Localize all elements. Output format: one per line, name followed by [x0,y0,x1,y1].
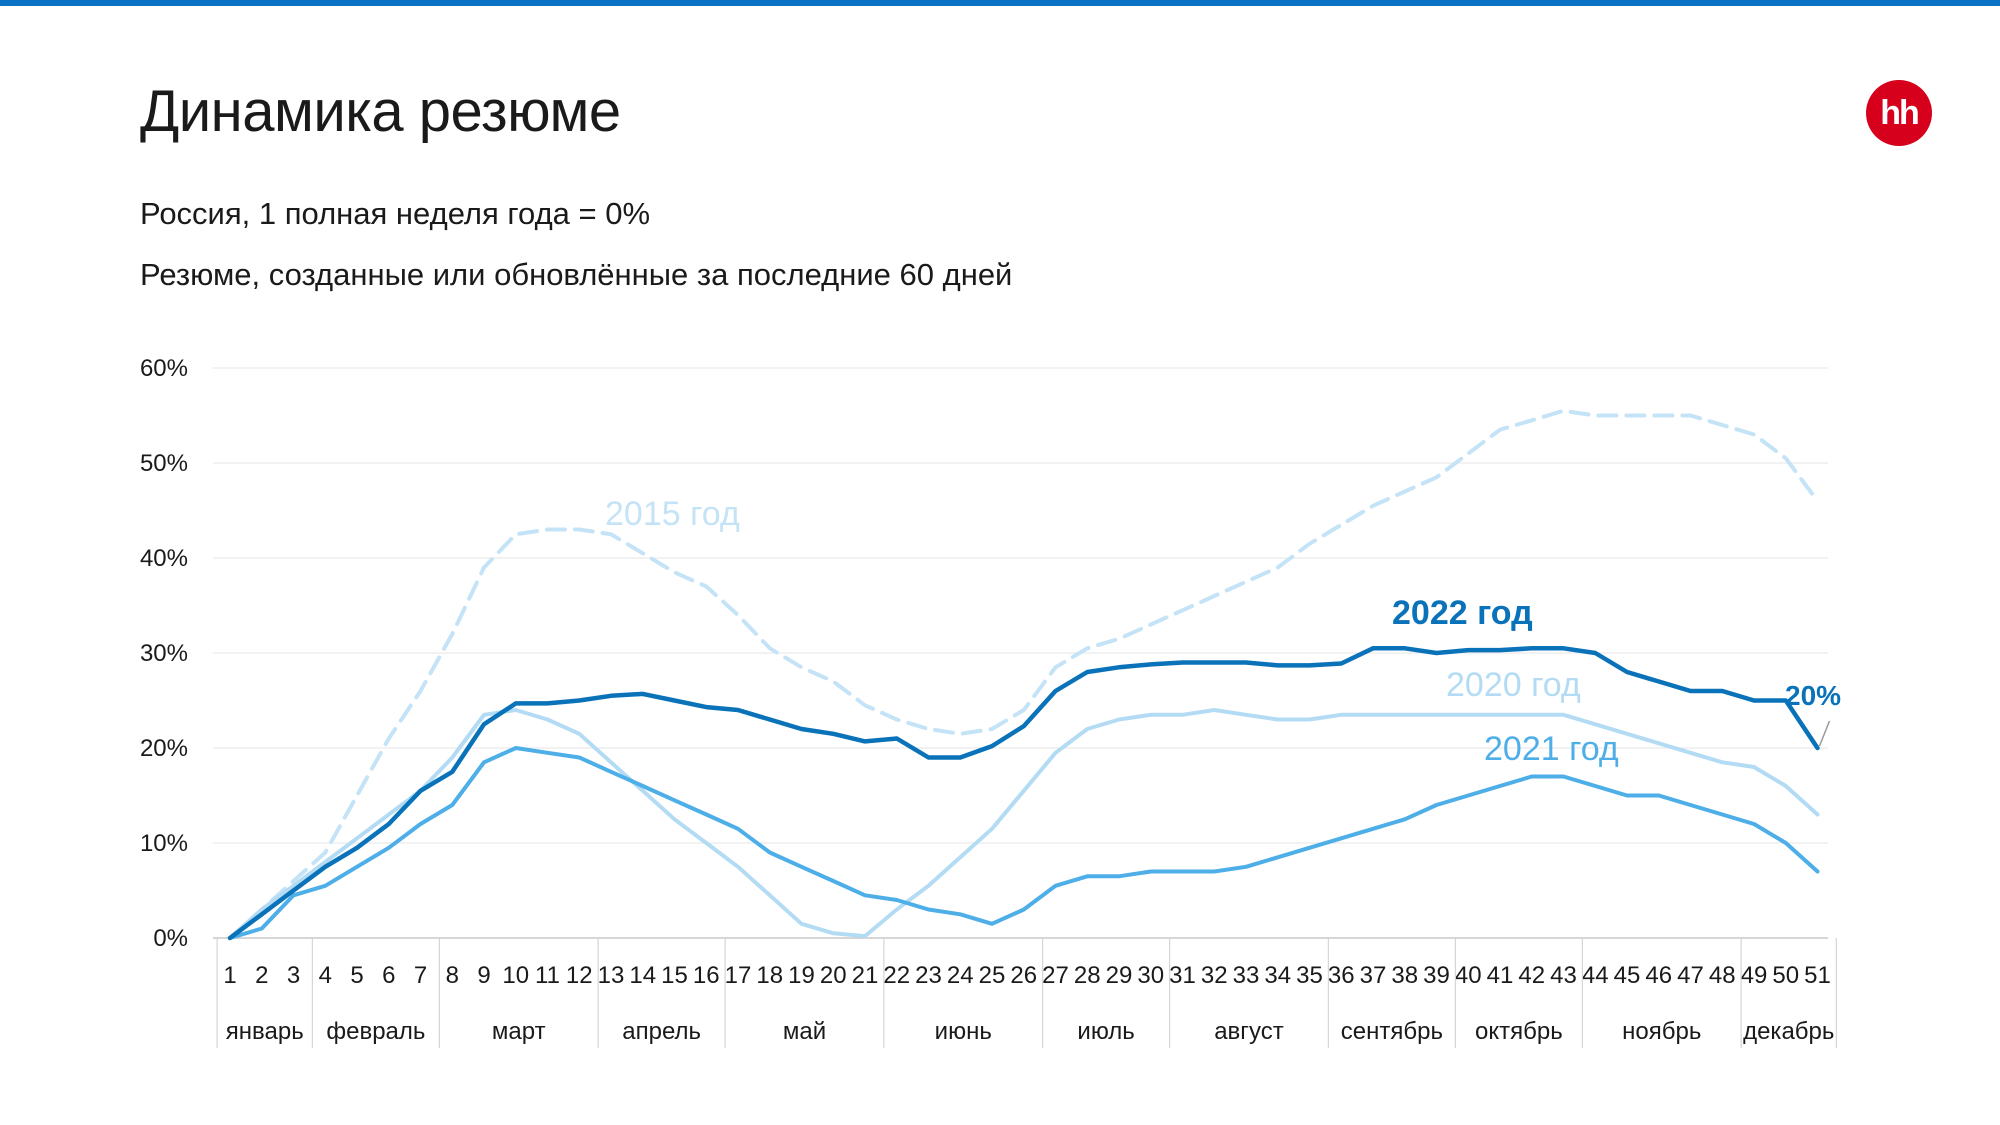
x-tick-label: 46 [1645,962,1672,989]
month-label: октябрь [1475,1018,1563,1045]
x-tick-label: 38 [1391,962,1418,989]
x-tick-label: 10 [502,962,529,989]
month-label: май [783,1018,826,1045]
x-tick-label: 27 [1042,962,1069,989]
x-tick-label: 42 [1518,962,1545,989]
top-accent-bar [0,0,2000,6]
x-tick-label: 39 [1423,962,1450,989]
x-tick-label: 7 [414,962,427,989]
y-tick-label: 50% [140,450,188,477]
month-label: февраль [326,1018,425,1045]
x-tick-label: 41 [1487,962,1514,989]
x-tick-label: 20 [820,962,847,989]
series-label-2020: 2020 год [1446,666,1581,704]
x-tick-label: 11 [535,962,560,989]
series-line-2022 [227,646,1820,941]
x-tick-label: 15 [661,962,688,989]
x-tick-label: 37 [1360,962,1387,989]
x-tick-label: 33 [1233,962,1260,989]
x-tick-label: 23 [915,962,942,989]
x-tick-label: 44 [1582,962,1609,989]
x-tick-label: 6 [382,962,395,989]
y-tick-label: 30% [140,640,188,667]
y-tick-label: 10% [140,830,188,857]
series-label-2015: 2015 год [605,495,740,533]
x-tick-label: 3 [287,962,300,989]
month-label: июнь [935,1018,992,1045]
series-label-2021: 2021 год [1484,730,1619,768]
hh-logo: hh [1866,80,1932,146]
x-tick-label: 48 [1709,962,1736,989]
series-line-2015 [228,408,1820,940]
x-tick-label: 34 [1264,962,1291,989]
x-tick-label: 26 [1010,962,1037,989]
x-tick-label: 13 [598,962,625,989]
subtitle-region: Россия, 1 полная неделя года = 0% [140,196,651,231]
month-label: апрель [622,1018,701,1045]
x-tick-label: 12 [566,962,593,989]
x-tick-label: 47 [1677,962,1704,989]
y-tick-label: 20% [140,735,188,762]
month-label: январь [226,1018,304,1045]
x-tick-label: 31 [1169,962,1196,989]
x-tick-label: 2 [255,962,268,989]
x-tick-label: 19 [788,962,815,989]
x-tick-label: 28 [1074,962,1101,989]
x-tick-label: 1 [223,962,236,989]
series-line-2020 [228,708,1820,940]
x-tick-label: 14 [629,962,656,989]
month-label: июль [1077,1018,1134,1045]
x-tick-label: 45 [1614,962,1641,989]
x-tick-label: 36 [1328,962,1355,989]
x-tick-label: 25 [979,962,1006,989]
x-tick-label: 35 [1296,962,1323,989]
x-tick-label: 22 [883,962,910,989]
month-label: ноябрь [1622,1018,1701,1045]
x-tick-label: 21 [852,962,879,989]
x-tick-label: 32 [1201,962,1228,989]
x-tick-label: 49 [1741,962,1768,989]
x-tick-label: 17 [725,962,752,989]
month-label: сентябрь [1341,1018,1443,1045]
series-line-2021 [228,746,1820,940]
x-tick-label: 30 [1137,962,1164,989]
x-tick-label: 16 [693,962,720,989]
y-tick-label: 0% [153,925,188,952]
x-tick-label: 50 [1772,962,1799,989]
x-tick-label: 51 [1804,962,1831,989]
x-tick-label: 40 [1455,962,1482,989]
y-tick-label: 60% [140,355,188,382]
page-title: Динамика резюме [140,79,621,144]
month-label: август [1214,1018,1284,1045]
x-tick-label: 24 [947,962,974,989]
end-label-leader [1818,720,1831,747]
month-label: декабрь [1743,1018,1834,1045]
x-tick-label: 8 [446,962,459,989]
x-tick-label: 43 [1550,962,1577,989]
end-value-label: 20% [1785,680,1841,711]
series-label-2022: 2022 год [1392,594,1533,632]
subtitle-metric: Резюме, созданные или обновлённые за пос… [140,257,1013,292]
x-tick-label: 4 [319,962,332,989]
month-label: март [492,1018,546,1045]
x-tick-label: 5 [350,962,363,989]
x-tick-label: 9 [477,962,490,989]
x-tick-label: 29 [1106,962,1133,989]
x-tick-label: 18 [756,962,783,989]
y-tick-label: 40% [140,545,188,572]
